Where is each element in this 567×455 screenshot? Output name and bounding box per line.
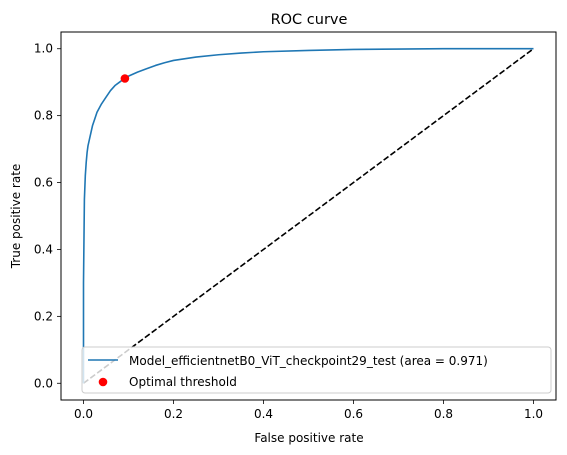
plot-frame xyxy=(60,31,557,401)
x-tick-label: 0.0 xyxy=(74,407,93,421)
chart-title: ROC curve xyxy=(271,12,348,28)
x-tick-label: 1.0 xyxy=(524,407,543,421)
x-tick-label: 0.2 xyxy=(164,407,183,421)
legend-label-optimal: Optimal threshold xyxy=(129,375,237,389)
y-tick-label: 0.8 xyxy=(34,109,53,123)
points-layer xyxy=(120,74,130,83)
legend-label-model: Model_efficientnetB0_ViT_checkpoint29_te… xyxy=(129,354,488,368)
y-axis-label: True positive rate xyxy=(9,164,23,270)
x-tick-label: 0.4 xyxy=(254,407,273,421)
y-tick-label: 0.0 xyxy=(34,376,53,390)
x-axis-ticks: 0.0 0.2 0.4 0.6 0.8 1.0 xyxy=(74,400,543,421)
optimal-threshold-point xyxy=(120,74,130,83)
y-tick-label: 0.2 xyxy=(34,309,53,323)
x-tick-label: 0.8 xyxy=(434,407,453,421)
x-tick-label: 0.6 xyxy=(344,407,363,421)
legend-marker-swatch xyxy=(98,377,108,387)
plot-area xyxy=(60,31,557,401)
y-tick-label: 1.0 xyxy=(34,42,53,56)
y-tick-label: 0.4 xyxy=(34,242,53,256)
x-axis-label: False positive rate xyxy=(254,431,363,445)
y-axis-ticks: 0.0 0.2 0.4 0.6 0.8 1.0 xyxy=(34,42,61,390)
legend-box xyxy=(81,346,552,394)
y-tick-label: 0.6 xyxy=(34,176,53,190)
legend: Model_efficientnetB0_ViT_checkpoint29_te… xyxy=(81,346,552,394)
